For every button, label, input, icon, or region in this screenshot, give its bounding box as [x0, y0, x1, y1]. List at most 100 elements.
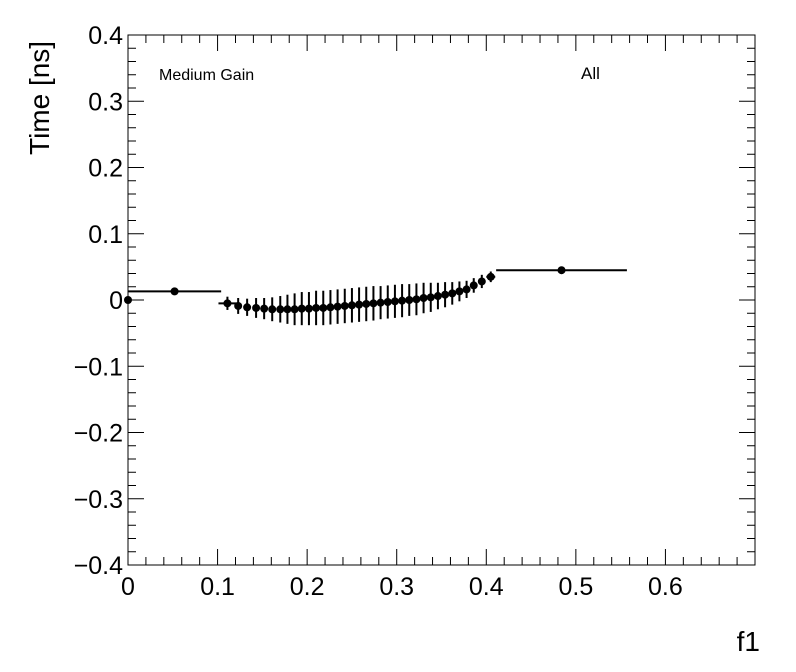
data-marker	[252, 303, 261, 312]
y-tick-label: −0.4	[74, 552, 123, 580]
x-tick-label: 0.1	[200, 573, 235, 601]
data-marker	[441, 290, 450, 299]
data-point	[412, 283, 421, 316]
data-point	[390, 284, 399, 318]
data-marker	[326, 303, 335, 312]
data-marker	[355, 300, 364, 309]
data-point	[276, 296, 285, 323]
y-tick-label: −0.1	[74, 353, 123, 381]
data-points	[124, 266, 627, 326]
data-marker	[398, 296, 407, 305]
data-point	[268, 297, 277, 322]
data-marker	[333, 302, 342, 311]
data-marker	[433, 292, 442, 301]
data-point	[326, 290, 335, 325]
data-point	[455, 281, 464, 302]
data-marker	[304, 304, 313, 313]
y-axis-label: Time [ns]	[24, 41, 55, 155]
y-tick-label: −0.2	[74, 420, 123, 448]
data-marker	[290, 305, 299, 314]
data-marker	[124, 296, 132, 304]
y-tick-label: 0.2	[88, 155, 123, 183]
y-tick-label: −0.3	[74, 486, 123, 514]
data-marker	[469, 281, 478, 290]
data-marker	[383, 297, 392, 306]
data-point	[405, 284, 414, 316]
data-point	[486, 271, 496, 283]
data-marker	[369, 299, 378, 308]
data-point	[376, 286, 385, 320]
data-marker	[170, 287, 179, 296]
data-marker	[557, 266, 566, 275]
data-marker	[243, 303, 252, 312]
data-point	[355, 287, 364, 322]
data-point	[347, 288, 356, 323]
y-tick-label: 0.1	[88, 221, 123, 249]
data-marker	[223, 299, 232, 308]
data-marker	[455, 287, 464, 296]
data-point	[441, 282, 450, 308]
data-point	[243, 298, 252, 316]
data-point	[234, 298, 243, 314]
data-marker	[376, 298, 385, 307]
x-tick-label: 0.2	[290, 573, 325, 601]
x-tick-label: 0.5	[558, 573, 593, 601]
data-point	[333, 289, 342, 324]
data-point	[426, 282, 435, 312]
data-marker	[486, 272, 495, 281]
data-point	[297, 292, 306, 326]
data-point	[369, 286, 378, 321]
data-marker	[412, 295, 421, 304]
data-point	[469, 278, 478, 293]
x-tick-label: 0.6	[648, 573, 683, 601]
data-marker	[319, 303, 328, 312]
data-marker	[390, 297, 399, 306]
data-point	[304, 292, 313, 326]
x-tick-label: 0.3	[379, 573, 414, 601]
annotation-all: All	[581, 64, 600, 83]
data-point	[218, 296, 237, 310]
data-marker	[297, 304, 306, 313]
data-marker	[340, 301, 349, 310]
data-point	[283, 294, 292, 324]
x-tick-labels: 0 0.1 0.2 0.3 0.4 0.5 0.6	[121, 573, 683, 601]
x-tick-label: 0.4	[469, 573, 504, 601]
data-marker	[419, 294, 428, 303]
data-marker	[462, 285, 471, 294]
x-axis-label: f1	[737, 626, 760, 657]
data-marker	[276, 305, 285, 314]
data-point	[383, 285, 392, 319]
data-marker	[283, 305, 292, 314]
y-tick-label: 0	[109, 287, 123, 315]
data-marker	[260, 304, 269, 313]
data-marker	[477, 277, 486, 286]
data-marker	[405, 296, 414, 304]
data-marker	[268, 305, 277, 314]
data-point	[128, 287, 222, 296]
data-marker	[448, 289, 457, 298]
annotation-gain: Medium Gain	[159, 67, 254, 84]
data-point	[398, 284, 407, 318]
data-point	[496, 266, 627, 275]
data-point	[319, 290, 328, 326]
data-point	[362, 286, 371, 322]
data-point	[448, 282, 457, 305]
data-marker	[312, 303, 321, 312]
data-point	[252, 298, 261, 318]
data-point	[433, 282, 442, 310]
y-tick-labels: −0.4 −0.3 −0.2 −0.1 0 0.1 0.2 0.3 0.4	[74, 22, 123, 580]
data-marker	[347, 301, 356, 310]
data-point	[477, 274, 486, 289]
data-point	[462, 280, 471, 299]
axis-ticks	[127, 34, 756, 566]
data-marker	[426, 293, 435, 302]
data-point	[290, 293, 299, 326]
data-marker	[234, 301, 243, 310]
data-point	[312, 290, 321, 326]
y-tick-label: 0.3	[88, 88, 123, 116]
x-tick-label: 0	[121, 573, 135, 601]
data-point	[419, 282, 428, 314]
data-point	[260, 298, 269, 320]
data-point	[124, 296, 132, 304]
